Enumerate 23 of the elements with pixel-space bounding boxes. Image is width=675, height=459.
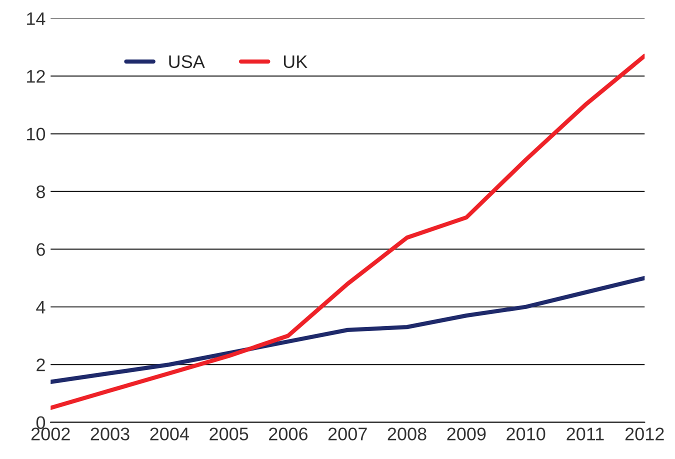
legend-label: UK <box>284 55 308 68</box>
y-tick-label: 12 <box>27 70 45 83</box>
line-series <box>50 276 645 384</box>
x-tick-label: 2003 <box>90 428 130 440</box>
y-tick-label: 2 <box>36 358 45 372</box>
y-tick-label: 10 <box>27 128 46 140</box>
x-tick-label: 2002 <box>31 428 70 440</box>
legend-label: USA <box>169 55 205 68</box>
x-tick-label: 2009 <box>447 428 486 440</box>
y-tick-label: 6 <box>36 243 45 256</box>
x-tick-label: 2011 <box>566 428 604 440</box>
x-tick-label: 2004 <box>150 428 189 440</box>
y-tick-label: 14 <box>27 12 46 25</box>
x-tick-label: 2010 <box>506 428 546 440</box>
line-series <box>50 54 645 410</box>
x-tick-label: 2006 <box>269 428 308 440</box>
x-tick-label: 2012 <box>625 428 664 440</box>
x-tick-label: 2005 <box>210 428 248 440</box>
x-tick-label: 2008 <box>388 428 426 440</box>
y-tick-label: 0 <box>36 416 46 429</box>
y-tick-label: 4 <box>36 300 46 314</box>
y-tick-label: 8 <box>36 185 45 198</box>
x-tick-label: 2007 <box>328 428 367 440</box>
